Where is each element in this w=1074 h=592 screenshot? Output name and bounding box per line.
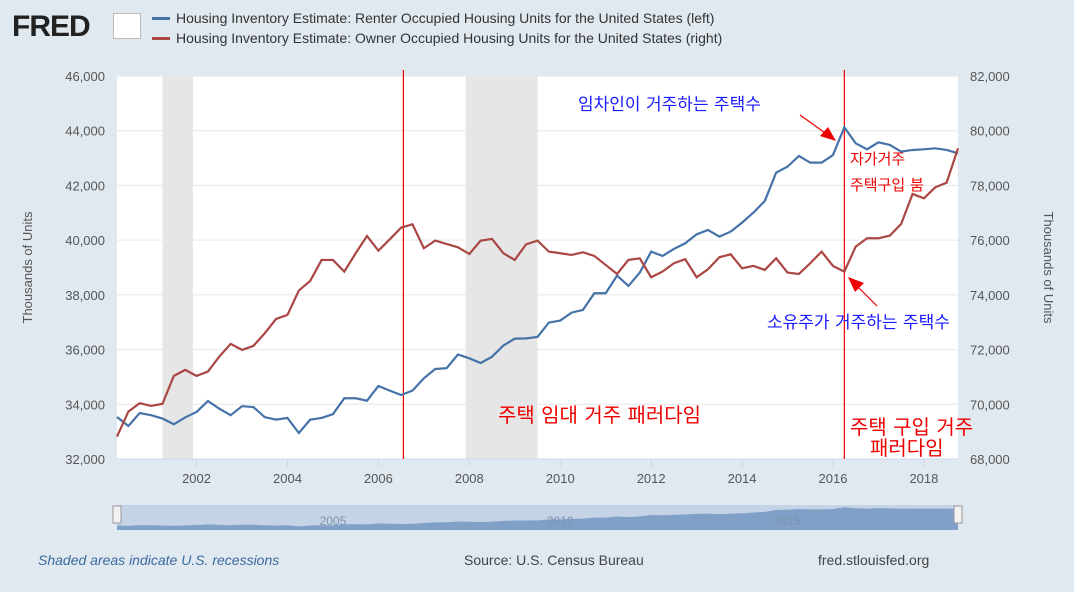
y-right-tick-label: 74,000 (970, 288, 1010, 303)
y-right-tick-label: 82,000 (970, 69, 1010, 84)
navigator-tick-label: 2010 (547, 514, 574, 528)
annotation-owner: 소유주가 거주하는 주택수 (767, 313, 950, 333)
y-left-axis-label: Thousands of Units (20, 211, 35, 324)
legend-label-owner: Housing Inventory Estimate: Owner Occupi… (176, 30, 723, 46)
site-link[interactable]: fred.stlouisfed.org (818, 552, 930, 568)
x-tick-label: 2006 (364, 471, 393, 486)
y-left-tick-label: 32,000 (65, 452, 105, 467)
x-tick-label: 2018 (909, 471, 938, 486)
fred-chart-icon (113, 13, 141, 39)
y-right-tick-label: 72,000 (970, 343, 1010, 358)
annotation-boom-2: 주택구입 붐 (850, 176, 924, 194)
x-tick-label: 2010 (546, 471, 575, 486)
navigator-tick-label: 2005 (320, 514, 347, 528)
y-right-tick-label: 70,000 (970, 397, 1010, 412)
arrow-head-icon (820, 127, 836, 141)
y-left-tick-label: 46,000 (65, 69, 105, 84)
legend-label-renter: Housing Inventory Estimate: Renter Occup… (176, 10, 715, 26)
y-right-tick-label: 68,000 (970, 452, 1010, 467)
y-left-tick-label: 42,000 (65, 178, 105, 193)
y-left-tick-label: 38,000 (65, 288, 105, 303)
arrow-head-icon (848, 277, 864, 292)
x-tick-label: 2008 (455, 471, 484, 486)
legend-swatch-owner (152, 36, 170, 40)
x-tick-label: 2014 (728, 471, 757, 486)
navigator-handle-left[interactable] (112, 505, 122, 524)
y-right-tick-label: 78,000 (970, 178, 1010, 193)
navigator-series (117, 507, 958, 530)
arrow-renter (799, 114, 829, 136)
annotation-renter: 임차인이 거주하는 주택수 (578, 95, 761, 115)
x-tick-label: 2002 (182, 471, 211, 486)
y-right-axis-label: Thousands of Units (1041, 211, 1056, 324)
legend-renter[interactable]: Housing Inventory Estimate: Renter Occup… (152, 10, 714, 26)
y-right-tick-label: 76,000 (970, 233, 1010, 248)
source-label: Source: U.S. Census Bureau (464, 552, 644, 568)
arrow-owner (855, 284, 878, 307)
navigator-handle-right[interactable] (953, 505, 963, 524)
annotation-boom-1: 자가거주 (850, 150, 905, 168)
recession-band (465, 76, 538, 459)
y-left-tick-label: 40,000 (65, 233, 105, 248)
chart-header: FRED Housing Inventory Estimate: Renter … (0, 0, 1074, 60)
y-left-tick-label: 36,000 (65, 343, 105, 358)
legend-owner[interactable]: Housing Inventory Estimate: Owner Occupi… (152, 30, 722, 46)
y-left-tick-label: 34,000 (65, 397, 105, 412)
fred-logo[interactable]: FRED (12, 10, 91, 43)
legend-swatch-renter (152, 16, 170, 20)
annotation-buy-paradigm-1: 주택 구입 거주 (850, 415, 973, 439)
recession-note[interactable]: Shaded areas indicate U.S. recessions (38, 552, 280, 568)
annotation-buy-paradigm-2: 패러다임 (870, 436, 944, 460)
x-tick-label: 2004 (273, 471, 302, 486)
x-tick-label: 2016 (819, 471, 848, 486)
navigator-tick-label: 2015 (774, 514, 801, 528)
y-left-tick-label: 44,000 (65, 124, 105, 139)
y-right-tick-label: 80,000 (970, 124, 1010, 139)
recession-band (162, 76, 193, 459)
annotation-rent-paradigm: 주택 임대 거주 패러다임 (498, 403, 701, 427)
x-tick-label: 2012 (637, 471, 666, 486)
